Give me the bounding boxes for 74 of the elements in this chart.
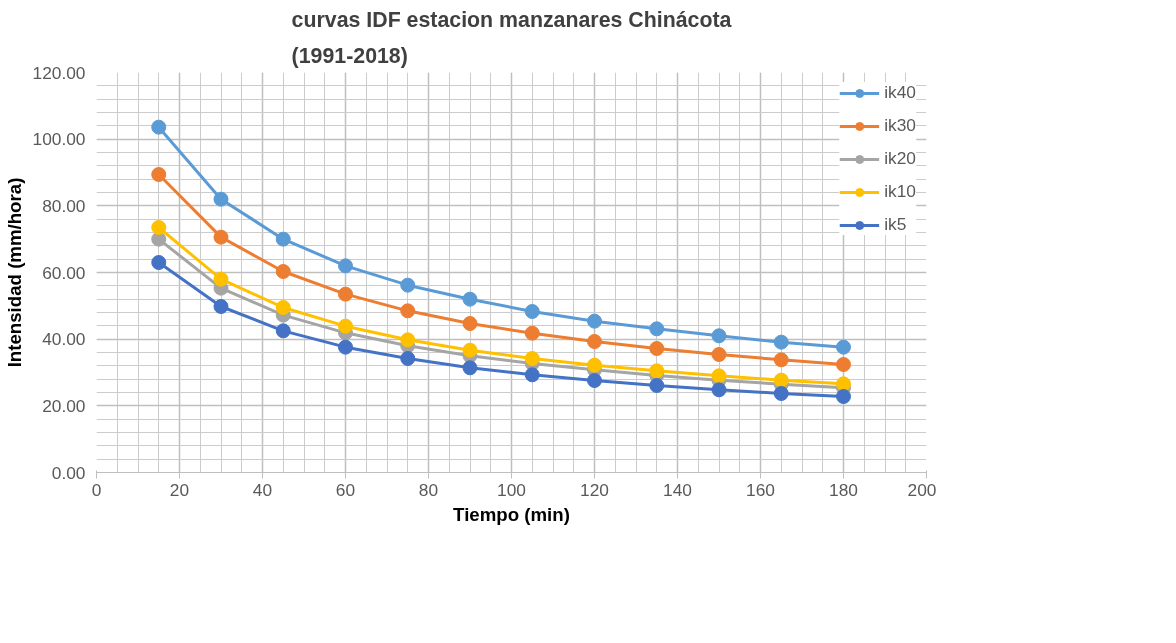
point	[711, 328, 727, 344]
legend-label: ik5	[884, 214, 907, 235]
point	[275, 300, 291, 315]
point	[213, 299, 229, 314]
point	[338, 318, 353, 334]
point	[524, 304, 540, 319]
point	[836, 389, 851, 404]
legend-label: ik10	[884, 181, 916, 202]
x-tick-label: 100	[497, 479, 526, 500]
point	[587, 334, 602, 349]
point	[338, 258, 353, 274]
y-tick-label: 120.00	[32, 62, 86, 83]
point	[773, 372, 789, 388]
point	[400, 277, 416, 293]
legend-label: ik30	[884, 115, 916, 136]
point	[836, 376, 851, 392]
point	[213, 229, 229, 245]
x-tick-label: 60	[335, 479, 356, 500]
x-tick-label: 0	[91, 479, 102, 500]
point	[524, 351, 540, 366]
x-tick-label: 80	[418, 479, 439, 500]
y-axis-title: Intensidad (mm/hora)	[3, 177, 25, 368]
point	[649, 321, 665, 337]
x-tick-label: 120	[580, 479, 609, 500]
point	[773, 352, 789, 368]
legend-label: ik40	[884, 82, 916, 103]
point	[275, 323, 291, 339]
point	[524, 325, 540, 341]
point	[213, 271, 229, 287]
y-tick-label: 60.00	[42, 262, 86, 283]
point	[711, 382, 727, 398]
x-tick-label: 180	[829, 479, 858, 500]
y-tick-label: 20.00	[42, 395, 86, 416]
x-tick-label: 200	[907, 479, 937, 500]
x-tick-label: 140	[663, 479, 692, 500]
point	[151, 119, 167, 135]
y-tick-label: 40.00	[42, 329, 86, 350]
y-tick-label: 0.00	[51, 462, 86, 483]
x-tick-label: 160	[746, 479, 775, 500]
point	[151, 167, 167, 182]
point	[587, 357, 602, 373]
point	[649, 378, 665, 393]
point	[587, 373, 602, 388]
point	[711, 347, 727, 362]
point	[213, 191, 229, 207]
point	[151, 255, 167, 270]
point	[400, 351, 416, 366]
point	[524, 367, 540, 383]
point	[275, 264, 291, 279]
x-tick-label: 40	[252, 479, 273, 500]
point	[649, 363, 665, 379]
point	[151, 220, 167, 235]
point	[462, 360, 478, 376]
chart-title: curvas IDF estacion manzanares Chinácota (1991-2018)	[291, 7, 732, 68]
point	[400, 303, 416, 319]
y-tick-label: 100.00	[32, 129, 86, 150]
point	[836, 357, 851, 372]
point	[836, 339, 851, 355]
legend-label: ik20	[884, 148, 916, 169]
point	[462, 291, 478, 307]
point	[773, 334, 789, 350]
point	[400, 332, 416, 348]
point	[462, 316, 478, 331]
x-axis-title: Tiempo (min)	[453, 503, 570, 525]
y-tick-label: 80.00	[42, 195, 86, 216]
point	[462, 342, 478, 358]
point	[711, 368, 727, 384]
x-tick-label: 20	[169, 479, 190, 500]
point	[275, 231, 291, 247]
point	[338, 339, 353, 355]
point	[773, 386, 789, 401]
point	[587, 313, 602, 329]
point	[338, 286, 353, 302]
point	[649, 341, 665, 356]
